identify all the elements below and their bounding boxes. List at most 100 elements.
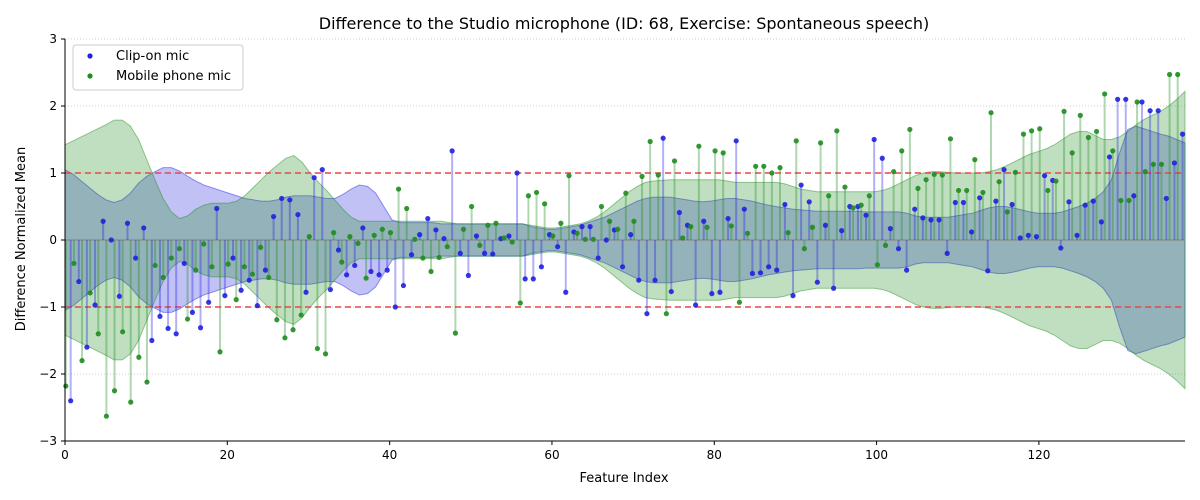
data-point [165, 325, 171, 332]
data-point [647, 138, 653, 145]
data-point [319, 167, 325, 173]
data-point [241, 264, 247, 270]
data-point [128, 399, 134, 405]
data-point [352, 262, 358, 269]
data-point [400, 282, 407, 289]
data-point [606, 218, 613, 224]
data-point [408, 252, 415, 258]
data-point [993, 198, 999, 204]
data-point [538, 264, 545, 270]
data-point [1134, 99, 1140, 105]
data-point [1004, 209, 1010, 215]
data-point [749, 270, 756, 277]
data-point [371, 232, 377, 238]
legend: Clip-on mic Mobile phone mic [72, 44, 244, 91]
data-point [306, 234, 312, 240]
data-point [712, 148, 718, 154]
data-point [460, 226, 467, 232]
data-point [298, 312, 304, 318]
data-point [639, 173, 645, 179]
data-point [141, 225, 147, 231]
x-tick-label: 80 [707, 448, 722, 462]
data-point [339, 259, 345, 265]
data-point [1163, 195, 1169, 202]
data-point [619, 264, 626, 270]
data-point [579, 224, 585, 230]
data-point [270, 213, 277, 220]
data-point [92, 302, 98, 308]
data-point [623, 190, 629, 196]
data-point [1058, 245, 1064, 251]
data-point [71, 260, 77, 267]
data-point [915, 185, 921, 192]
data-point [814, 279, 820, 285]
data-point [1025, 232, 1031, 238]
data-point [1115, 96, 1121, 102]
data-point [904, 267, 910, 273]
data-point [1158, 161, 1165, 167]
y-tick-label: 3 [49, 32, 57, 46]
data-point [133, 255, 139, 261]
data-point [977, 195, 983, 201]
data-point [490, 251, 496, 257]
data-point [574, 230, 580, 236]
data-point [525, 193, 532, 199]
data-point [968, 229, 975, 235]
data-point [420, 255, 426, 261]
data-point [753, 163, 759, 169]
series-mobile [63, 71, 1181, 419]
data-point [858, 202, 864, 208]
data-point [311, 175, 317, 181]
data-point [839, 228, 845, 234]
data-point [587, 224, 593, 230]
data-point [1150, 161, 1156, 167]
data-point [558, 220, 564, 226]
data-point [741, 206, 747, 212]
data-point [168, 255, 174, 261]
data-point [63, 383, 69, 389]
data-point [331, 230, 337, 236]
data-point [290, 327, 296, 333]
data-point [387, 230, 394, 236]
data-point [144, 379, 150, 385]
data-point [477, 242, 483, 248]
data-point [928, 217, 934, 223]
data-point [395, 186, 402, 192]
data-point [111, 388, 118, 394]
data-point [923, 177, 929, 183]
data-point [124, 220, 131, 226]
legend-label: Mobile phone mic [116, 69, 231, 84]
x-tick-label: 100 [865, 448, 888, 462]
data-point [660, 135, 666, 141]
data-point [931, 171, 937, 177]
data-point [680, 235, 686, 241]
data-point [615, 226, 621, 232]
data-point [452, 330, 458, 336]
data-point [826, 193, 832, 199]
data-point [1123, 96, 1129, 102]
data-point [530, 276, 536, 282]
data-point [1106, 154, 1113, 160]
data-point [257, 244, 264, 250]
data-point [696, 143, 702, 149]
y-axis-label: Difference Normalized Mean [14, 147, 29, 331]
data-point [1066, 199, 1072, 205]
data-point [936, 217, 942, 223]
data-point [1041, 173, 1048, 179]
data-point [1090, 198, 1096, 204]
data-point [1175, 71, 1181, 78]
data-point [1118, 197, 1124, 204]
data-point [384, 267, 390, 273]
data-point [652, 277, 658, 283]
data-point [152, 262, 158, 269]
data-point [895, 246, 902, 252]
data-point [809, 224, 816, 230]
data-point [1045, 187, 1051, 194]
data-point [181, 260, 187, 267]
data-point [822, 222, 829, 228]
data-point [834, 128, 840, 134]
data-point [404, 205, 410, 212]
data-point [907, 126, 913, 133]
data-point [433, 227, 439, 233]
data-point [274, 317, 280, 323]
